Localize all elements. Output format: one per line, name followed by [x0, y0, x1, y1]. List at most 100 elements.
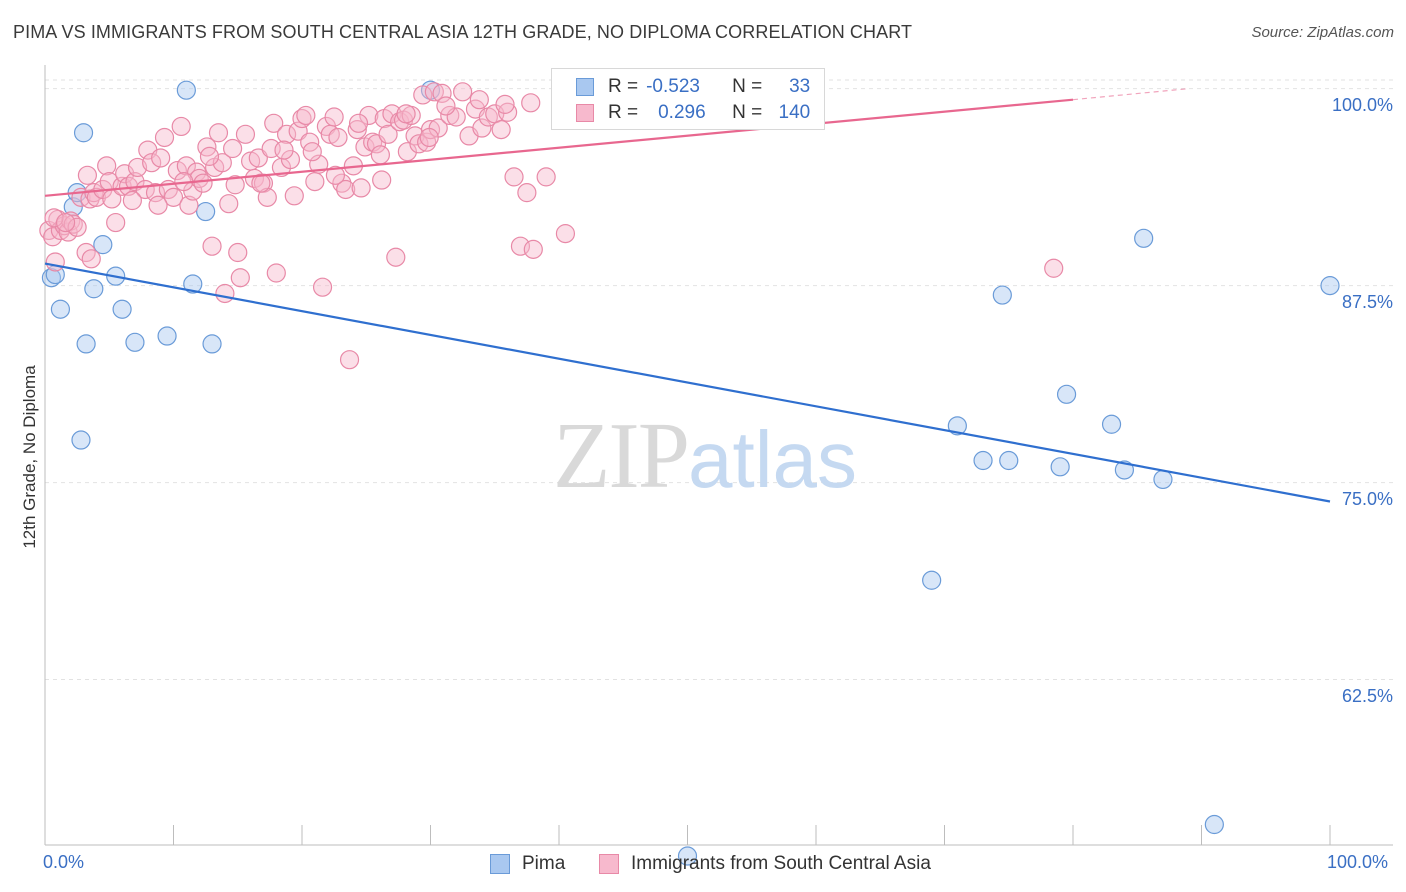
immigrants-point [122, 190, 142, 211]
immigrants-point [413, 85, 433, 105]
immigrants-point [409, 134, 429, 154]
immigrants-point [43, 227, 63, 247]
immigrants-point [208, 123, 229, 143]
r-label: R = [608, 76, 639, 97]
immigrants-point [257, 187, 277, 207]
pima-point [1204, 814, 1224, 835]
immigrants-point [305, 172, 325, 192]
watermark-atlas: atlas [688, 415, 857, 504]
pima-point [1050, 457, 1070, 477]
immigrants-point [370, 145, 390, 165]
bottom-legend-swatch-immigrants [599, 854, 619, 874]
immigrants-point [359, 105, 379, 126]
x-tick-label-max: 100.0% [1327, 852, 1389, 872]
trend-lines [44, 88, 1331, 503]
immigrants-point [248, 148, 268, 168]
immigrants-point [555, 224, 576, 244]
immigrants-point [223, 138, 243, 159]
immigrants-point [202, 236, 222, 256]
immigrants-point [112, 176, 132, 196]
immigrants-point [517, 183, 537, 203]
n-label: N = [732, 102, 763, 123]
immigrants-point [472, 118, 492, 138]
bottom-legend-label-immigrants: Immigrants from South Central Asia [631, 853, 931, 874]
immigrants-point [424, 82, 444, 102]
chart-title: PIMA VS IMMIGRANTS FROM SOUTH CENTRAL AS… [13, 22, 913, 42]
immigrants-point [251, 173, 271, 193]
immigrants-point [163, 187, 184, 207]
bottom-legend-immigrants: Immigrants from South Central Asia [599, 852, 931, 876]
pima-point [999, 450, 1019, 471]
source-credit: Source: ZipAtlas.com [1251, 24, 1394, 41]
immigrants-point [81, 249, 101, 269]
y-axis-label: 12th Grade, No Diploma [20, 365, 39, 549]
immigrants-point [504, 167, 524, 187]
immigrants-point [328, 127, 348, 148]
immigrants-point [498, 102, 518, 122]
immigrants-point [491, 120, 511, 140]
immigrants-point [419, 127, 439, 148]
pima-point [1153, 469, 1173, 490]
pima-point [176, 80, 196, 100]
immigrants-point [235, 124, 256, 144]
immigrants-point [521, 93, 541, 113]
immigrants-point [440, 105, 460, 126]
pima-point [93, 235, 113, 255]
immigrants-point [348, 113, 369, 133]
immigrants-point [280, 149, 301, 170]
immigrants-point [324, 107, 344, 127]
immigrants-point [148, 195, 168, 215]
immigrants-point [288, 121, 308, 141]
immigrants-point [266, 263, 286, 283]
pima-point [125, 332, 145, 352]
immigrants-point [193, 173, 213, 193]
pima-point [202, 334, 222, 354]
pima-point [73, 123, 94, 143]
immigrants-point [284, 186, 304, 206]
r-value: -0.523 [646, 76, 700, 97]
immigrants-point [382, 104, 402, 124]
immigrants-point [378, 124, 398, 144]
pima-point [50, 299, 71, 319]
watermark-zip: ZIP [553, 404, 690, 508]
pima-point [157, 326, 177, 346]
immigrants-point [230, 268, 250, 288]
immigrants-point [167, 160, 187, 181]
immigrants-point [276, 124, 297, 144]
immigrants-point [55, 212, 76, 233]
correlation-legend: R = -0.523 N = 33 R = 0.296 N = 140 [551, 68, 825, 130]
y-tick-label: 75.0% [1341, 488, 1393, 509]
y-tick-label: 100.0% [1331, 94, 1393, 115]
immigrants-point [325, 165, 346, 185]
immigrants-point [219, 194, 239, 214]
immigrants-point [396, 104, 416, 124]
pima-point [947, 416, 967, 436]
legend-row-immigrants: R = 0.296 N = 140 [576, 101, 810, 125]
pima-point [1134, 228, 1154, 248]
pima-point [1101, 414, 1122, 434]
pima-point [196, 201, 216, 222]
legend-swatch-pima [576, 78, 594, 96]
pima-trend-line [44, 262, 1331, 503]
pima-point [1114, 460, 1135, 480]
pima-point [973, 450, 993, 471]
bottom-legend-pima: Pima [490, 852, 565, 876]
immigrants-point [372, 170, 392, 190]
immigrants-point [339, 350, 360, 370]
immigrants-point [336, 179, 356, 200]
immigrants-point [77, 165, 98, 185]
immigrants-point [495, 94, 515, 114]
y-tick-label: 62.5% [1341, 685, 1393, 706]
immigrants-point [351, 178, 371, 198]
y-tick-label: 87.5% [1341, 291, 1393, 312]
pima-point [922, 570, 942, 590]
immigrants-point [225, 175, 245, 195]
immigrants-point [312, 277, 333, 297]
immigrants-point [436, 96, 456, 116]
immigrants-point [347, 120, 367, 140]
immigrants-point [76, 242, 96, 263]
watermark: ZIPatlas [553, 402, 857, 510]
immigrants-point [469, 90, 489, 110]
immigrants-trend-extension [1072, 88, 1189, 101]
